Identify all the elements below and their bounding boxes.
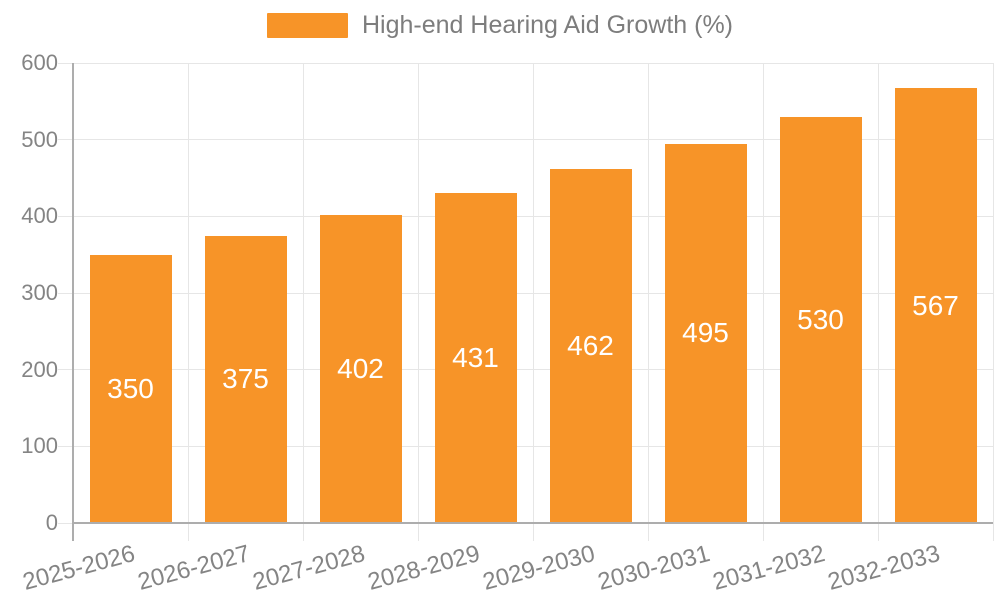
horizontal-gridline <box>58 369 993 371</box>
horizontal-gridline <box>58 445 993 447</box>
x-axis-tick-label: 2032-2033 <box>824 540 943 596</box>
bar[interactable] <box>664 143 747 523</box>
y-axis-tick-label: 500 <box>21 126 58 152</box>
x-axis-tick-label: 2027-2028 <box>249 540 368 596</box>
vertical-gridline <box>302 63 304 541</box>
vertical-gridline <box>417 63 419 541</box>
vertical-gridline <box>992 63 994 541</box>
x-axis-tick-label: 2031-2032 <box>709 540 828 596</box>
x-axis-line <box>72 522 993 524</box>
bar[interactable] <box>894 88 977 523</box>
x-axis-tick-label: 2026-2027 <box>134 540 253 596</box>
y-axis-tick-label: 600 <box>21 50 58 75</box>
vertical-gridline <box>187 63 189 541</box>
bar-value-label: 462 <box>567 329 614 361</box>
legend-item[interactable]: High-end Hearing Aid Growth (%) <box>267 10 733 39</box>
y-axis-tick <box>58 522 73 524</box>
y-axis-tick-label: 300 <box>21 280 58 305</box>
vertical-gridline <box>532 63 534 541</box>
bar[interactable] <box>89 254 172 523</box>
bar[interactable] <box>319 214 402 523</box>
horizontal-gridline <box>58 292 993 294</box>
y-axis-tick-label: 100 <box>21 433 58 459</box>
bar-value-label: 350 <box>107 372 154 404</box>
y-axis-tick-label: 0 <box>45 510 58 535</box>
bar-value-label: 402 <box>337 352 384 384</box>
legend-swatch <box>267 12 348 38</box>
y-axis-tick-label: 400 <box>21 203 58 229</box>
vertical-gridline <box>647 63 649 541</box>
bar[interactable] <box>434 192 517 523</box>
vertical-gridline <box>762 63 764 541</box>
bar[interactable] <box>779 116 862 523</box>
bar-value-label: 567 <box>912 289 959 321</box>
bar-value-label: 495 <box>682 317 729 349</box>
x-axis-tick-label: 2028-2029 <box>364 540 483 596</box>
legend-label: High-end Hearing Aid Growth (%) <box>362 10 733 39</box>
bar-value-label: 530 <box>797 303 844 335</box>
horizontal-gridline <box>58 139 993 141</box>
x-axis-tick-label: 2025-2026 <box>19 540 138 596</box>
horizontal-gridline <box>58 62 993 64</box>
y-axis-tick-label: 200 <box>21 356 58 382</box>
y-axis-line <box>72 63 74 541</box>
bar[interactable] <box>549 168 632 523</box>
bar-value-label: 375 <box>222 363 269 395</box>
x-axis-tick-label: 2030-2031 <box>594 540 713 596</box>
bar-value-label: 431 <box>452 341 499 373</box>
vertical-gridline <box>877 63 879 541</box>
horizontal-gridline <box>58 215 993 217</box>
x-axis-tick-label: 2029-2030 <box>479 540 598 596</box>
legend-area: High-end Hearing Aid Growth (%) <box>0 0 1000 50</box>
bar[interactable] <box>204 235 287 523</box>
